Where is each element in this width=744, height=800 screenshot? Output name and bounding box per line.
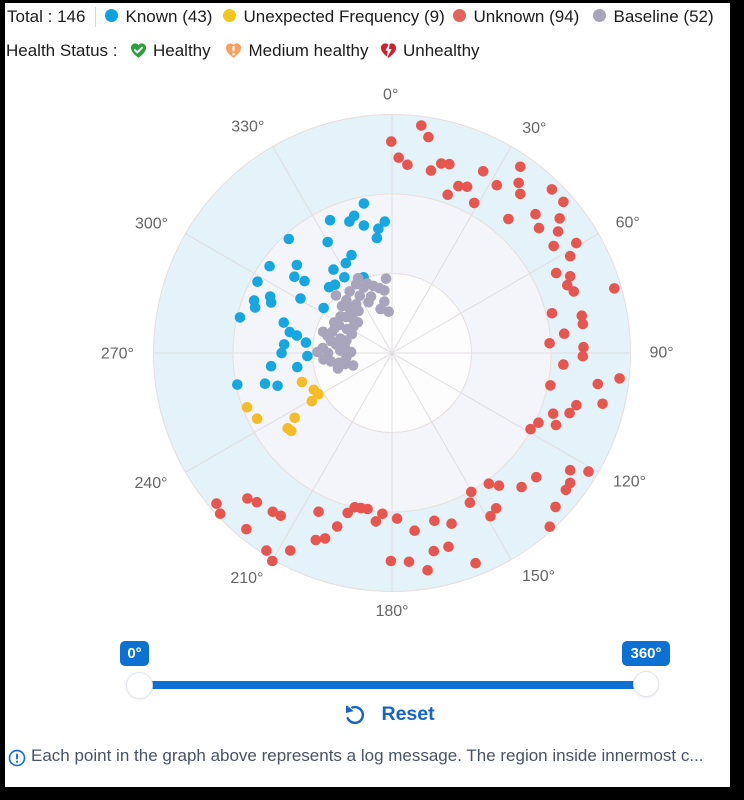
svg-text:30°: 30°	[522, 120, 546, 137]
svg-text:0°: 0°	[383, 87, 398, 104]
svg-text:120°: 120°	[613, 474, 646, 491]
svg-text:150°: 150°	[522, 568, 555, 585]
svg-text:60°: 60°	[616, 215, 640, 232]
svg-text:270°: 270°	[101, 345, 134, 362]
svg-text:330°: 330°	[231, 119, 264, 136]
svg-text:300°: 300°	[135, 216, 168, 233]
svg-text:240°: 240°	[134, 475, 167, 492]
svg-text:180°: 180°	[375, 603, 408, 620]
svg-text:90°: 90°	[649, 345, 673, 362]
svg-text:210°: 210°	[230, 570, 263, 587]
